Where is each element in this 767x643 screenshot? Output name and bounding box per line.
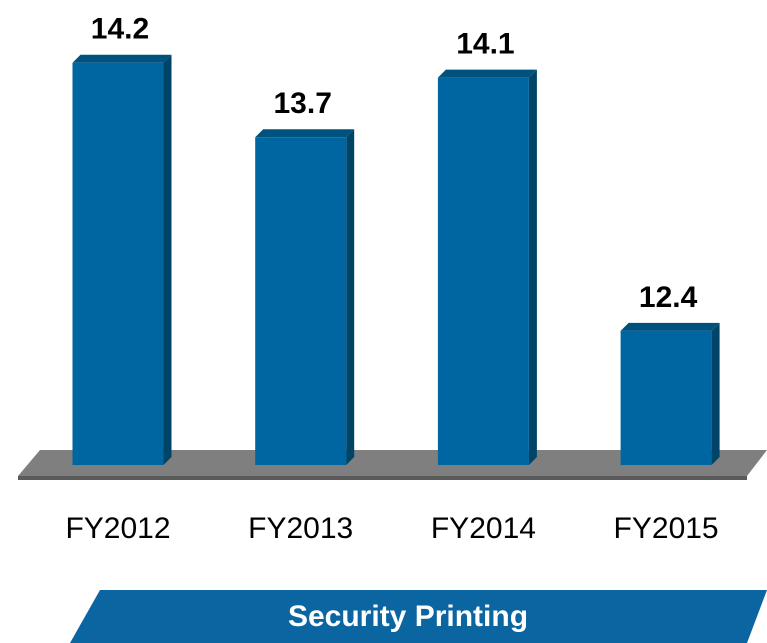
x-tick-label: FY2013 (248, 512, 353, 545)
bar-front (437, 77, 529, 465)
bar-side (528, 69, 537, 465)
bar (72, 54, 172, 465)
bar (437, 69, 537, 465)
value-label: 14.1 (456, 28, 514, 61)
bar-front (72, 62, 164, 465)
bar-side (711, 322, 720, 465)
x-tick-label: FY2014 (431, 512, 536, 545)
bar-top (72, 54, 172, 63)
bar-front (255, 137, 347, 465)
x-tick-label: FY2015 (614, 512, 719, 545)
bar-top (437, 69, 537, 78)
value-label: 12.4 (639, 281, 698, 314)
title-banner (70, 590, 767, 643)
value-label: 14.2 (91, 13, 149, 46)
floor-edge (18, 476, 747, 480)
x-tick-label: FY2012 (65, 512, 170, 545)
bar (620, 322, 720, 465)
bar-side (346, 129, 355, 465)
bar-top (620, 322, 720, 331)
bar-top (255, 129, 355, 138)
chart-title: Security Printing (288, 600, 528, 633)
bar (255, 129, 355, 465)
floor (18, 450, 767, 476)
bar-front (620, 330, 712, 465)
bar-side (163, 54, 172, 465)
value-label: 13.7 (274, 87, 332, 120)
